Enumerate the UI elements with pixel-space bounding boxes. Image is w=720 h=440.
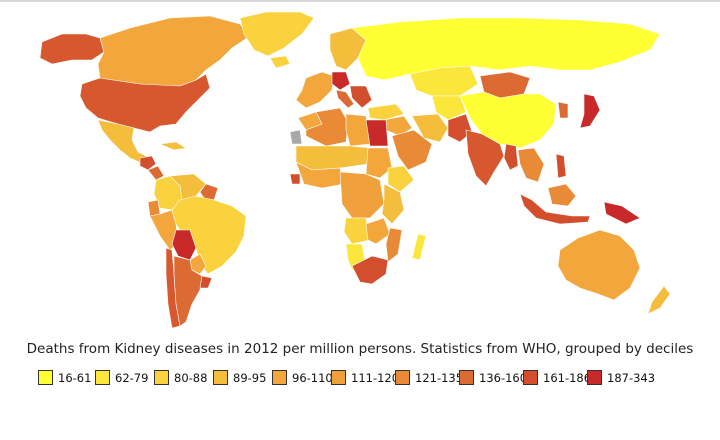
region-nicaragua — [147, 165, 165, 181]
region-turkey — [367, 103, 405, 121]
legend-swatch — [213, 370, 228, 385]
region-sierra-leone — [289, 173, 301, 185]
world-choropleth-map — [39, 11, 671, 329]
region-madagascar — [411, 233, 427, 261]
legend-label: 96-110 — [292, 371, 333, 385]
region-germany — [331, 71, 351, 91]
region-pakistan — [447, 113, 473, 143]
region-india — [465, 129, 505, 187]
legend-swatch — [331, 370, 346, 385]
legend-swatch — [587, 370, 602, 385]
region-central-asia — [431, 95, 467, 121]
region-western-europe — [295, 71, 335, 109]
region-brazil — [171, 195, 247, 275]
map-caption: Deaths from Kidney diseases in 2012 per … — [26, 341, 694, 357]
legend-swatch — [154, 370, 169, 385]
legend-label: 121-135 — [415, 371, 464, 385]
region-balkans — [349, 85, 373, 109]
region-myanmar — [503, 143, 519, 171]
region-japan — [579, 93, 601, 129]
region-southeast-asia — [517, 147, 545, 183]
legend-swatch — [272, 370, 287, 385]
region-greenland — [239, 11, 315, 57]
region-iceland — [269, 55, 291, 69]
region-zambia — [365, 217, 391, 245]
region-central-africa — [339, 171, 385, 219]
legend-label: 16-61 — [58, 371, 92, 385]
region-sahel — [295, 145, 371, 171]
legend-label: 136-160 — [479, 371, 528, 385]
region-indonesia — [519, 193, 591, 225]
region-western-sahara — [289, 129, 303, 145]
region-argentina — [173, 255, 203, 327]
region-uruguay — [199, 275, 213, 289]
region-mozambique — [385, 227, 403, 263]
region-korea — [557, 101, 569, 119]
legend-label: 161-186 — [543, 371, 592, 385]
region-egypt — [365, 119, 389, 147]
legend-swatch — [523, 370, 538, 385]
legend-swatch — [38, 370, 53, 385]
region-russia — [351, 17, 661, 81]
region-sudan — [365, 147, 393, 179]
region-angola — [343, 217, 371, 245]
legend-swatch — [95, 370, 110, 385]
region-east-africa — [381, 183, 405, 225]
region-canada — [97, 15, 251, 87]
region-ecuador — [147, 199, 161, 217]
top-border — [0, 0, 720, 2]
region-cuba — [158, 141, 187, 151]
region-alaska — [39, 33, 105, 65]
legend-label: 80-88 — [174, 371, 208, 385]
legend-swatch — [459, 370, 474, 385]
region-iran — [411, 113, 449, 143]
region-kazakhstan — [409, 65, 479, 97]
region-saudi-arabia — [391, 129, 433, 171]
region-libya — [345, 113, 371, 147]
legend-label: 89-95 — [233, 371, 267, 385]
legend-swatch — [395, 370, 410, 385]
region-new-zealand — [647, 285, 671, 315]
region-united-states — [79, 73, 211, 133]
legend-label: 62-79 — [115, 371, 149, 385]
region-ethiopia — [387, 165, 415, 193]
region-papua-new-guinea — [603, 201, 641, 225]
legend-label: 111-120 — [351, 371, 400, 385]
region-borneo — [547, 183, 577, 207]
legend-label: 187-343 — [607, 371, 656, 385]
region-italy — [335, 89, 355, 109]
region-south-africa — [351, 255, 389, 285]
region-australia — [557, 229, 641, 301]
region-philippines — [555, 153, 567, 179]
region-guatemala — [139, 155, 157, 171]
